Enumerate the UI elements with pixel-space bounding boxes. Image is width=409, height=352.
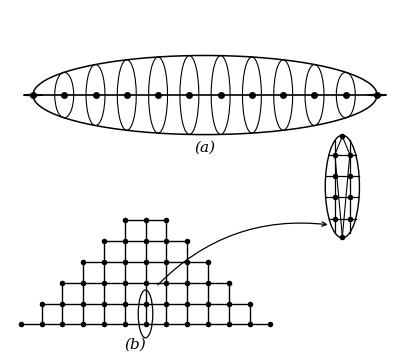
Text: (b): (b) [124,337,146,351]
Text: (a): (a) [194,140,215,155]
